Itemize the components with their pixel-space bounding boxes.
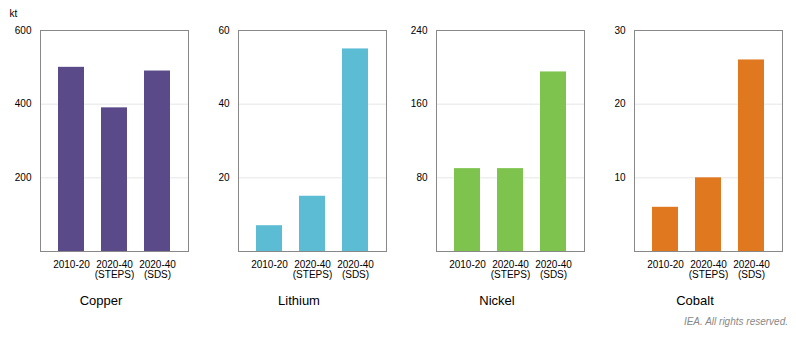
- svg-text:2020-40(STEPS): 2020-40(STEPS): [491, 259, 530, 280]
- svg-text:10: 10: [614, 172, 626, 183]
- html-text:Lithium: Lithium: [278, 293, 320, 308]
- svg-text:kt: kt: [10, 8, 18, 19]
- html-text:IEA. All rights reserved.: IEA. All rights reserved.: [683, 316, 788, 327]
- svg-text:20: 20: [614, 98, 626, 109]
- svg-text:2010-20: 2010-20: [449, 259, 486, 270]
- svg-text:240: 240: [411, 25, 428, 36]
- svg-text:2020-40(SDS): 2020-40(SDS): [139, 259, 176, 280]
- svg-text:2010-20: 2010-20: [251, 259, 288, 270]
- svg-text:60: 60: [218, 25, 230, 36]
- svg-text:2010-20: 2010-20: [53, 259, 90, 270]
- svg-text:20: 20: [218, 172, 230, 183]
- svg-text:400: 400: [15, 98, 32, 109]
- html-text:Nickel: Nickel: [479, 293, 515, 308]
- svg-text:40: 40: [218, 98, 230, 109]
- svg-text:2020-40(SDS): 2020-40(SDS): [733, 259, 770, 280]
- svg-text:600: 600: [15, 25, 32, 36]
- svg-text:2010-20: 2010-20: [647, 259, 684, 270]
- svg-text:2020-40(STEPS): 2020-40(STEPS): [95, 259, 134, 280]
- svg-text:30: 30: [614, 25, 626, 36]
- svg-text:2020-40(STEPS): 2020-40(STEPS): [689, 259, 728, 280]
- svg-text:160: 160: [411, 98, 428, 109]
- html-text:Copper: Copper: [79, 293, 123, 308]
- svg-text:2020-40(SDS): 2020-40(SDS): [535, 259, 572, 280]
- html-text:Cobalt: Cobalt: [676, 293, 714, 308]
- svg-text:80: 80: [416, 172, 428, 183]
- svg-text:200: 200: [15, 172, 32, 183]
- svg-text:2020-40(SDS): 2020-40(SDS): [337, 259, 374, 280]
- svg-text:2020-40(STEPS): 2020-40(STEPS): [293, 259, 332, 280]
